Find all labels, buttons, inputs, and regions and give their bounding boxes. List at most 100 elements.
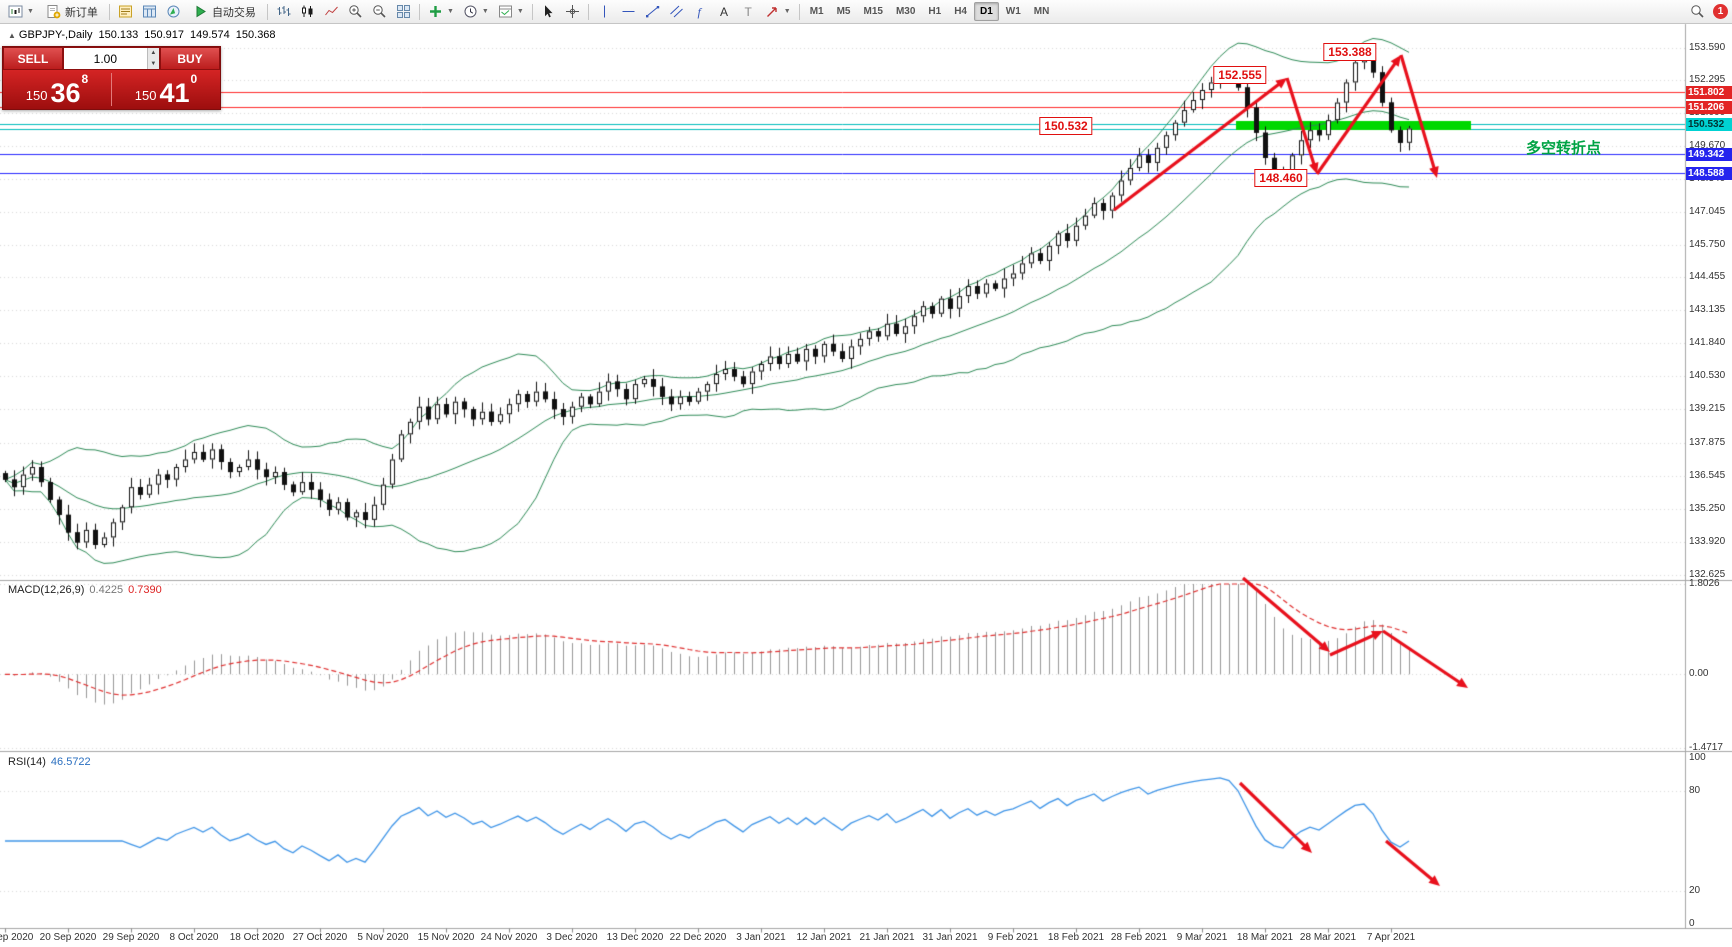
chart-window-button[interactable]: ▼: [4, 1, 38, 22]
date-axis-label: 18 Mar 2021: [1236, 932, 1294, 943]
toolbar: ▼ 新订单 自动交易 ▼ ▼ ▼: [0, 0, 1732, 24]
sell-button[interactable]: SELL: [3, 47, 63, 70]
separator: [266, 3, 268, 20]
periods-button[interactable]: ▼: [459, 1, 493, 22]
timeframe-h1[interactable]: H1: [928, 6, 942, 17]
timeframe-w1[interactable]: W1: [1005, 6, 1021, 17]
macd-axis-label: 1.8026: [1689, 578, 1720, 589]
date-axis-label: 9 Mar 2021: [1176, 932, 1228, 943]
date-axis[interactable]: 10 Sep 2020 20 Sep 2020 29 Sep 2020 8 Oct 2…: [0, 929, 1732, 947]
divider: [111, 73, 112, 106]
timeframe-m5[interactable]: M5: [836, 6, 851, 17]
buy-price-display[interactable]: 150 41 0: [112, 70, 220, 109]
channel-button[interactable]: [665, 1, 688, 22]
template-icon: [498, 5, 512, 18]
text-tool-icon: A: [720, 5, 728, 19]
date-axis-label: 18 Oct 2020: [229, 932, 285, 943]
price-axis[interactable]: 153.590152.295151.000149.670148.340147.0…: [1686, 24, 1732, 929]
quote-high: 150.917: [144, 29, 185, 41]
timeframe-d1[interactable]: D1: [974, 2, 999, 21]
price-axis-label: 149.670: [1689, 140, 1726, 152]
price-annotation[interactable]: 150.532: [1039, 117, 1093, 135]
crosshair-button[interactable]: [561, 1, 584, 22]
separator: [418, 3, 420, 20]
price-axis-label: 139.215: [1689, 402, 1726, 414]
data-window-button[interactable]: [138, 1, 161, 22]
new-order-button[interactable]: 新订单: [39, 1, 105, 22]
price-annotation[interactable]: 153.388: [1323, 43, 1377, 61]
indicators-button[interactable]: ▼: [424, 1, 458, 22]
candlestick-chart-button[interactable]: [296, 1, 319, 22]
date-axis-label: 31 Jan 2021: [922, 932, 978, 943]
date-axis-label: 12 Jan 2021: [796, 932, 852, 943]
svg-text:f: f: [697, 5, 702, 19]
timeframe-mn[interactable]: MN: [1033, 6, 1050, 17]
price-tag: 148.588: [1686, 166, 1732, 180]
candlestick-chart-icon: [301, 5, 313, 17]
rsi-value: 46.5722: [50, 756, 91, 768]
symbol-marker-icon: ▲: [8, 31, 16, 40]
label-tool-icon: T: [744, 5, 752, 19]
timeframe-m15[interactable]: M15: [863, 6, 883, 17]
channel-icon: [669, 5, 683, 18]
horizontal-line-button[interactable]: [617, 1, 640, 22]
market-watch-icon: [118, 5, 132, 18]
bar-chart-button[interactable]: [272, 1, 295, 22]
separator: [531, 3, 533, 20]
price-tag: 151.206: [1686, 100, 1732, 114]
rsi-title: RSI(14): [8, 756, 46, 768]
date-axis-label: 18 Feb 2021: [1047, 932, 1105, 943]
cursor-button[interactable]: [537, 1, 560, 22]
price-axis-label: 145.750: [1689, 238, 1726, 250]
volume-field: ▲ ▼: [63, 47, 160, 70]
bar-chart-icon: [277, 6, 291, 16]
arrows-tool-icon: [766, 7, 777, 17]
date-axis-label: 5 Nov 2020: [357, 932, 409, 943]
indicators-plus-icon: [429, 6, 441, 17]
line-chart-button[interactable]: [320, 1, 343, 22]
volume-down-button[interactable]: ▼: [147, 58, 159, 69]
zoom-in-button[interactable]: [344, 1, 367, 22]
volume-input[interactable]: [64, 48, 147, 69]
price-tag: 150.532: [1686, 117, 1732, 131]
buy-button[interactable]: BUY: [160, 47, 220, 70]
timeframe-h4[interactable]: H4: [954, 6, 967, 17]
vertical-line-button[interactable]: [593, 1, 616, 22]
zoom-out-button[interactable]: [368, 1, 391, 22]
templates-button[interactable]: ▼: [494, 1, 528, 22]
date-axis-label: 3 Jan 2021: [736, 932, 786, 943]
new-order-icon: [47, 5, 61, 19]
price-axis-label: 135.250: [1689, 502, 1726, 514]
fibonacci-icon: f: [697, 5, 702, 19]
search-button[interactable]: [1686, 1, 1709, 22]
tile-windows-button[interactable]: [392, 1, 415, 22]
date-axis-label: 22 Dec 2020: [669, 932, 727, 943]
price-tag: 149.342: [1686, 147, 1732, 161]
buy-price-point: 0: [190, 72, 198, 86]
date-axis-label: 24 Nov 2020: [480, 932, 538, 943]
trendline-button[interactable]: [641, 1, 664, 22]
arrows-tool-button[interactable]: ▼: [761, 1, 795, 22]
notification-badge[interactable]: 1: [1713, 4, 1728, 19]
date-axis-label: 13 Dec 2020: [606, 932, 664, 943]
market-watch-button[interactable]: [114, 1, 137, 22]
sell-price-display[interactable]: 150 36 8: [3, 70, 111, 109]
clock-icon: [464, 5, 477, 18]
fibonacci-button[interactable]: f: [689, 1, 712, 22]
label-tool-button[interactable]: T: [737, 1, 760, 22]
date-axis-label: 27 Oct 2020: [292, 932, 348, 943]
timeframe-m1[interactable]: M1: [809, 6, 824, 17]
volume-up-button[interactable]: ▲: [147, 48, 159, 59]
timeframe-m30[interactable]: M30: [895, 6, 916, 17]
autotrade-button[interactable]: 自动交易: [186, 1, 263, 22]
text-tool-button[interactable]: A: [713, 1, 736, 22]
navigator-icon: [167, 5, 180, 18]
price-annotation[interactable]: 148.460: [1254, 169, 1308, 187]
navigator-button[interactable]: [162, 1, 185, 22]
date-axis-label: 28 Feb 2021: [1110, 932, 1168, 943]
price-annotation[interactable]: 152.555: [1213, 66, 1267, 84]
vertical-line-icon: [603, 5, 605, 18]
rsi-axis-label: 20: [1689, 884, 1701, 896]
svg-text:T: T: [744, 5, 752, 19]
